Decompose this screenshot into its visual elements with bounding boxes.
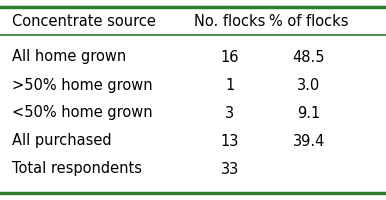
Text: % of flocks: % of flocks xyxy=(269,14,349,28)
Text: Concentrate source: Concentrate source xyxy=(12,14,156,28)
Text: <50% home grown: <50% home grown xyxy=(12,106,152,120)
Text: >50% home grown: >50% home grown xyxy=(12,78,152,92)
Text: All purchased: All purchased xyxy=(12,134,111,148)
Text: 1: 1 xyxy=(225,78,234,92)
Text: 13: 13 xyxy=(220,134,239,148)
Text: 9.1: 9.1 xyxy=(297,106,320,120)
Text: No. flocks: No. flocks xyxy=(194,14,265,28)
Text: All home grown: All home grown xyxy=(12,49,126,64)
Text: 33: 33 xyxy=(220,162,239,176)
Text: 39.4: 39.4 xyxy=(293,134,325,148)
Text: 3.0: 3.0 xyxy=(297,78,320,92)
Text: 16: 16 xyxy=(220,49,239,64)
Text: 48.5: 48.5 xyxy=(293,49,325,64)
Text: 3: 3 xyxy=(225,106,234,120)
Text: Total respondents: Total respondents xyxy=(12,162,142,176)
